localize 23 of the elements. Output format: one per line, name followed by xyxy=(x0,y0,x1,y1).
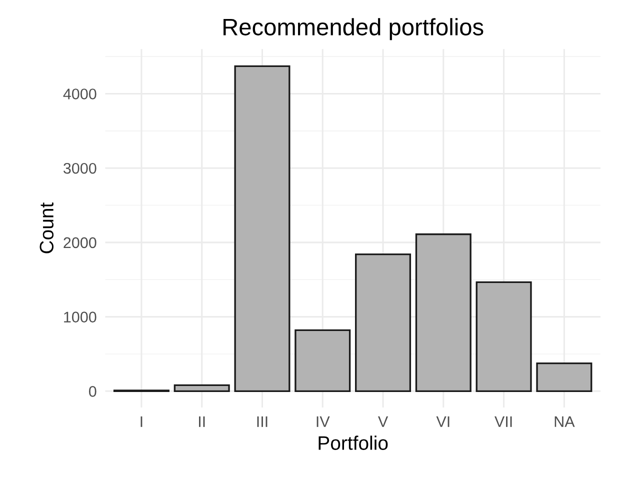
x-tick-label: IV xyxy=(316,416,330,427)
y-tick-label: 1000 xyxy=(64,312,96,322)
bar xyxy=(476,281,532,392)
bar xyxy=(174,384,230,392)
x-axis-title: Portfolio xyxy=(318,436,388,450)
y-tick-label: 2000 xyxy=(64,237,96,248)
y-tick-label: 4000 xyxy=(63,88,96,100)
y-tick-label: 0 xyxy=(89,386,96,397)
x-tick-label: III xyxy=(257,416,268,427)
x-tick-label: VII xyxy=(494,416,512,427)
bar xyxy=(294,329,351,392)
bar xyxy=(415,233,472,392)
bar xyxy=(536,362,592,392)
x-tick-label: V xyxy=(378,416,388,427)
x-tick-label: II xyxy=(199,416,205,427)
x-tick-label: I xyxy=(140,416,142,427)
y-tick-label: 3000 xyxy=(63,162,96,174)
bar xyxy=(234,65,290,392)
y-axis-title: Count xyxy=(40,202,54,254)
x-tick-label: VI xyxy=(436,416,450,427)
x-tick-label: NA xyxy=(554,416,575,427)
chart-title: Recommended portfolios xyxy=(224,18,484,40)
bar xyxy=(355,254,412,392)
